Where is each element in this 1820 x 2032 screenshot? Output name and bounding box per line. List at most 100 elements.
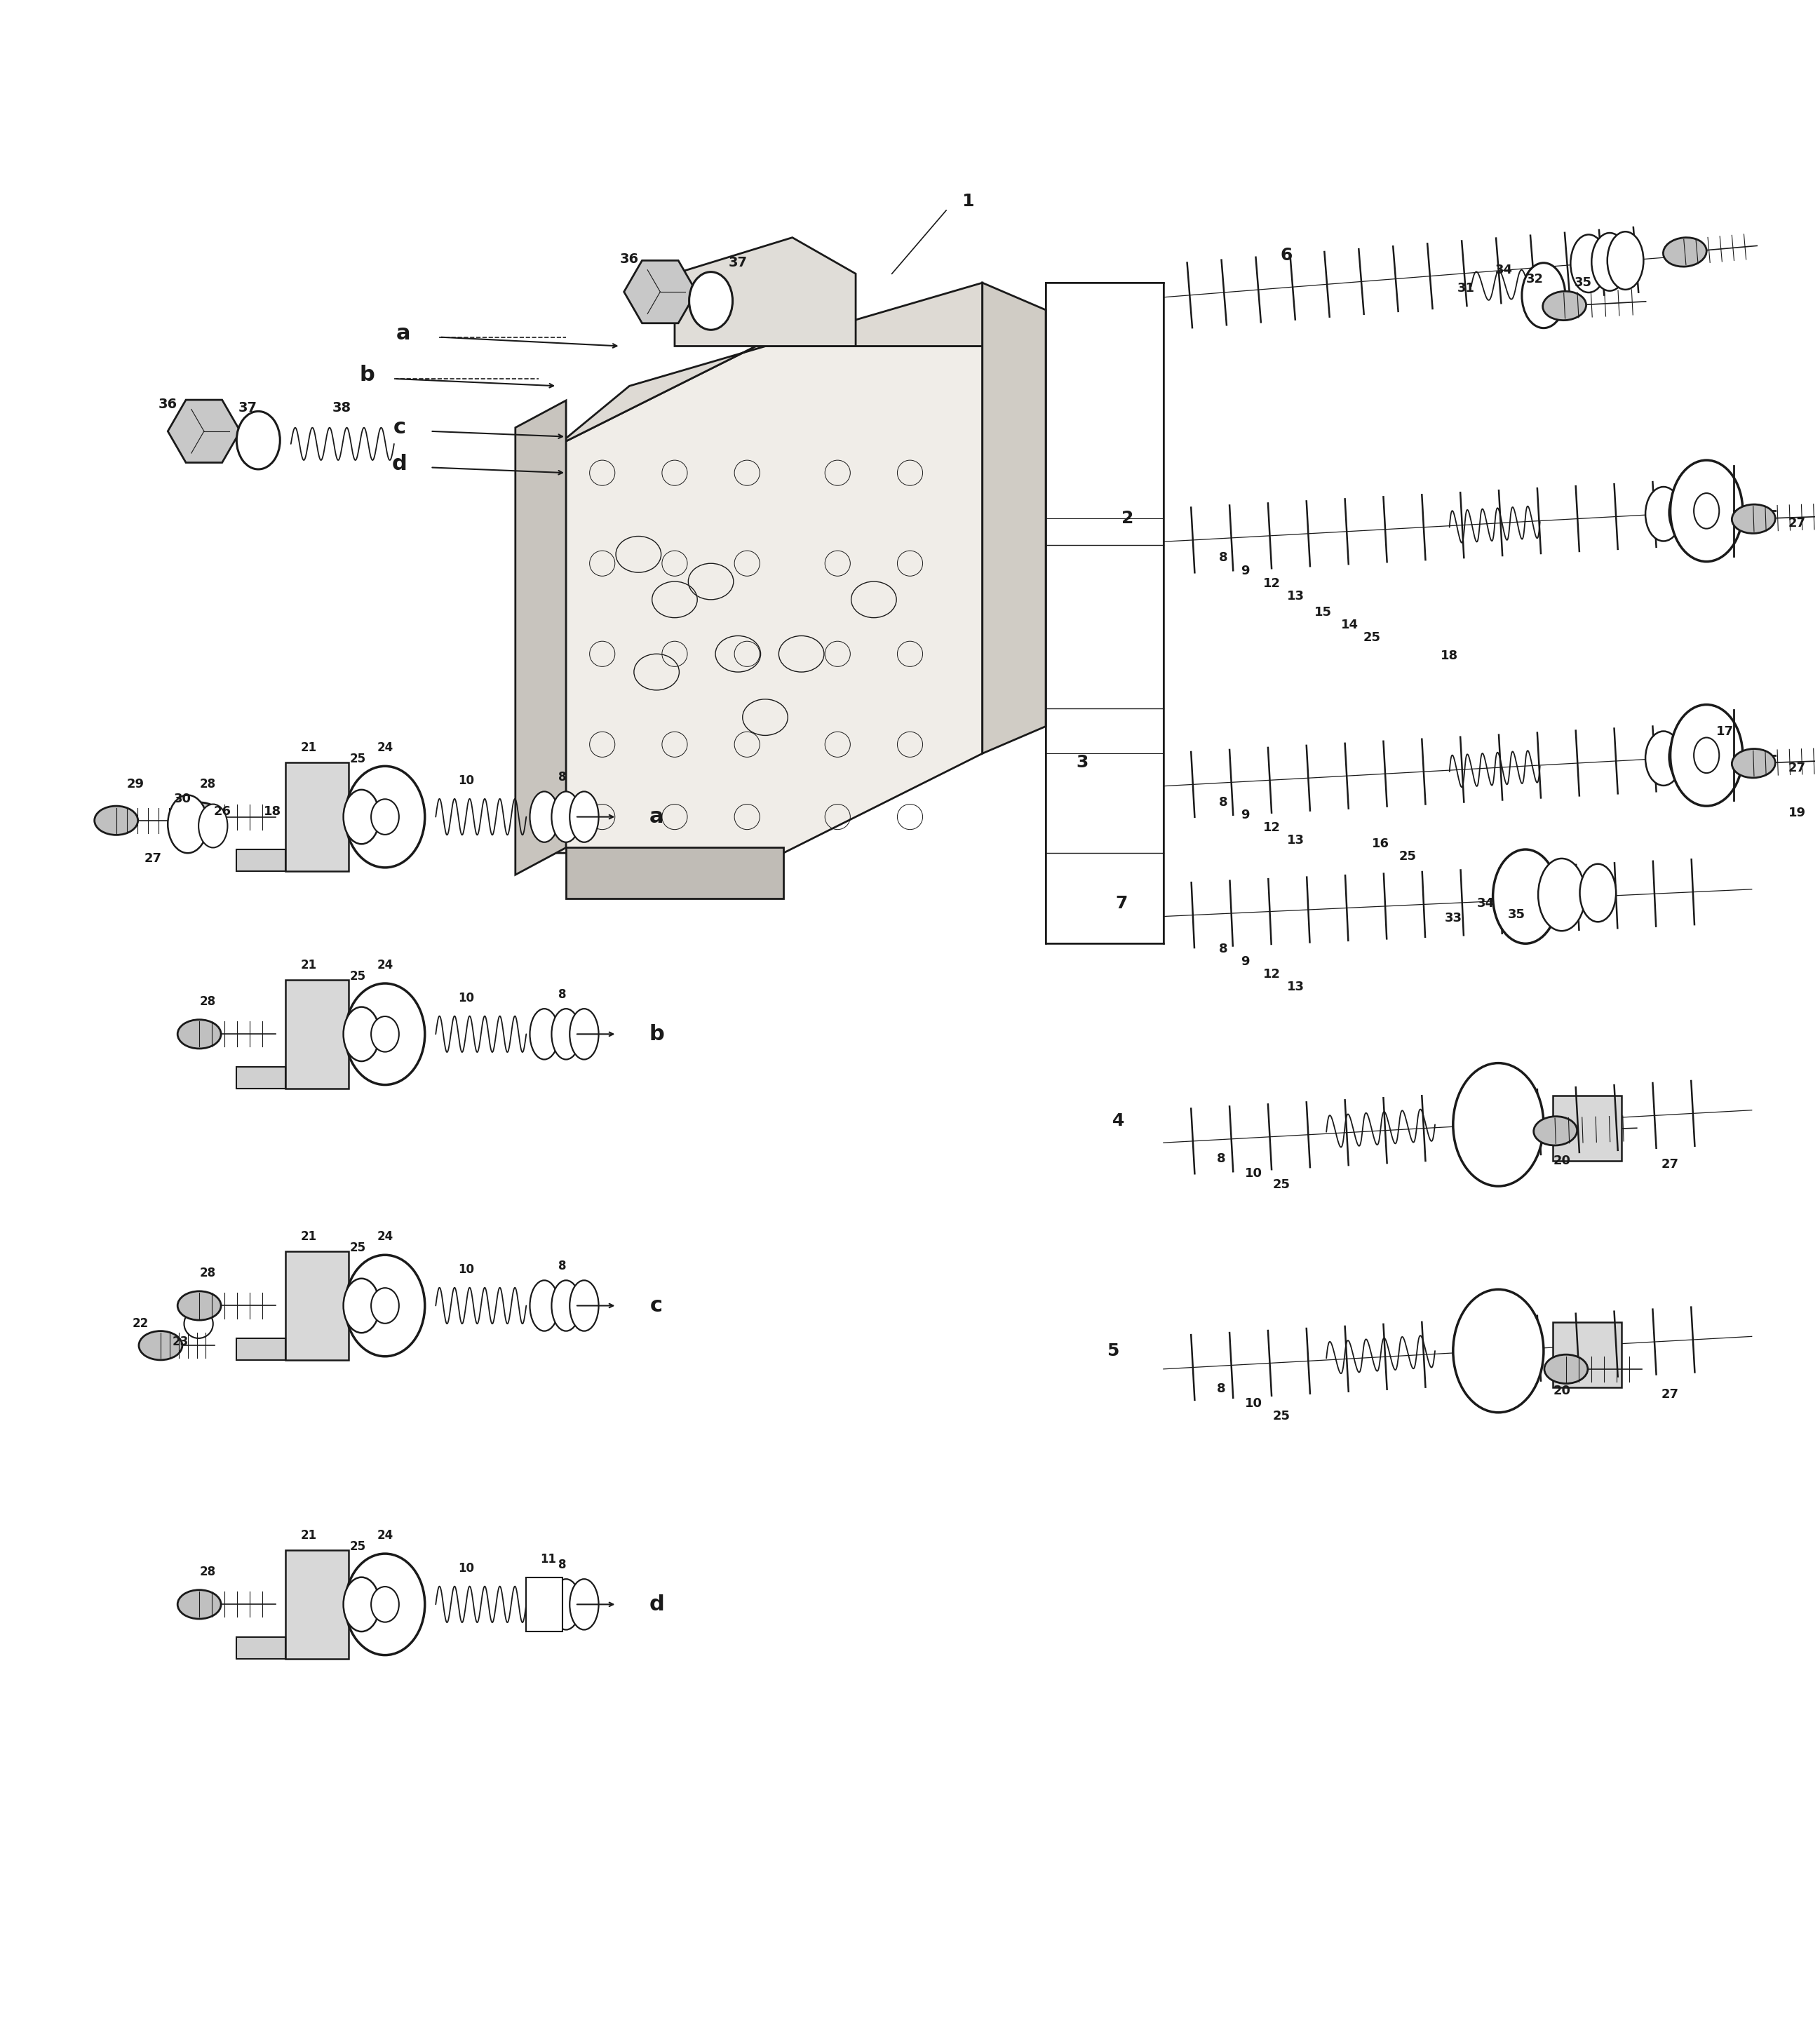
Ellipse shape — [178, 1589, 220, 1620]
Text: 2: 2 — [1121, 510, 1134, 526]
Text: 17: 17 — [1716, 725, 1733, 738]
Text: b: b — [650, 1024, 664, 1044]
Ellipse shape — [1671, 459, 1744, 561]
Text: 24: 24 — [377, 1530, 393, 1542]
Text: 31: 31 — [1458, 282, 1474, 295]
Text: 26: 26 — [213, 805, 231, 817]
Polygon shape — [237, 849, 286, 872]
Ellipse shape — [690, 272, 733, 329]
Text: 6: 6 — [1281, 248, 1292, 264]
Ellipse shape — [1591, 234, 1627, 291]
Text: 35: 35 — [1574, 276, 1592, 289]
Text: 14: 14 — [1341, 618, 1360, 632]
Text: 8: 8 — [559, 770, 566, 782]
Ellipse shape — [237, 410, 280, 469]
Text: 20: 20 — [1552, 1384, 1571, 1398]
Ellipse shape — [570, 792, 599, 841]
Text: 9: 9 — [1241, 809, 1249, 821]
Text: 8: 8 — [559, 1559, 566, 1571]
Ellipse shape — [344, 1278, 380, 1333]
Ellipse shape — [1452, 1095, 1489, 1154]
Polygon shape — [167, 400, 240, 463]
Text: 25: 25 — [349, 1242, 366, 1254]
Text: 8: 8 — [559, 1260, 566, 1272]
Polygon shape — [557, 282, 983, 445]
Text: 30: 30 — [173, 792, 191, 805]
Ellipse shape — [1733, 504, 1774, 532]
Text: 22: 22 — [133, 1317, 149, 1331]
Text: 21: 21 — [300, 959, 317, 971]
Text: 38: 38 — [331, 400, 351, 415]
Text: 35: 35 — [1507, 908, 1525, 920]
Ellipse shape — [371, 1016, 399, 1053]
Text: b: b — [359, 366, 375, 386]
Text: 25: 25 — [349, 752, 366, 766]
Text: 10: 10 — [459, 1563, 475, 1575]
Polygon shape — [237, 1067, 286, 1089]
Ellipse shape — [1543, 291, 1587, 321]
Text: 8: 8 — [1219, 797, 1228, 809]
Ellipse shape — [167, 795, 207, 853]
Ellipse shape — [1492, 849, 1558, 943]
Ellipse shape — [1538, 858, 1585, 931]
Ellipse shape — [344, 790, 380, 843]
Ellipse shape — [1733, 750, 1774, 778]
Polygon shape — [515, 400, 566, 876]
Text: 18: 18 — [264, 805, 282, 817]
Text: 1: 1 — [961, 193, 974, 209]
Text: 8: 8 — [559, 988, 566, 1000]
Ellipse shape — [551, 1280, 581, 1331]
Text: 34: 34 — [1476, 898, 1494, 910]
Ellipse shape — [1669, 729, 1705, 784]
Text: 16: 16 — [1372, 837, 1389, 849]
Text: 19: 19 — [1789, 807, 1805, 819]
Ellipse shape — [1693, 729, 1729, 782]
Text: 10: 10 — [459, 992, 475, 1004]
Text: 25: 25 — [1272, 1179, 1290, 1191]
Text: 10: 10 — [1245, 1398, 1263, 1410]
Ellipse shape — [1571, 234, 1607, 293]
Text: 13: 13 — [1287, 981, 1305, 994]
Text: c: c — [393, 417, 406, 437]
Ellipse shape — [530, 792, 559, 841]
Ellipse shape — [570, 1280, 599, 1331]
Text: 25: 25 — [1272, 1410, 1290, 1422]
Text: 36: 36 — [621, 252, 639, 266]
Ellipse shape — [1694, 738, 1720, 772]
Bar — [526, 1577, 562, 1632]
Ellipse shape — [346, 1554, 424, 1656]
Ellipse shape — [530, 1008, 559, 1059]
Text: 12: 12 — [1263, 577, 1281, 589]
Polygon shape — [566, 847, 783, 898]
Text: 13: 13 — [1287, 833, 1305, 847]
Ellipse shape — [1545, 1355, 1587, 1384]
Text: 33: 33 — [1445, 912, 1461, 925]
Ellipse shape — [1607, 232, 1643, 291]
Bar — [1552, 1323, 1622, 1388]
Polygon shape — [286, 1550, 349, 1658]
Text: a: a — [650, 807, 664, 827]
Ellipse shape — [371, 799, 399, 835]
Polygon shape — [624, 260, 697, 323]
Text: 29: 29 — [126, 778, 144, 790]
Polygon shape — [983, 282, 1046, 754]
Ellipse shape — [138, 1331, 182, 1359]
Polygon shape — [286, 762, 349, 872]
Ellipse shape — [1452, 1290, 1543, 1412]
Polygon shape — [557, 345, 983, 853]
Ellipse shape — [1694, 494, 1720, 528]
Ellipse shape — [570, 1579, 599, 1630]
Text: 27: 27 — [1662, 1388, 1680, 1400]
Text: d: d — [650, 1595, 664, 1615]
Text: 28: 28 — [200, 778, 217, 790]
Text: 10: 10 — [459, 774, 475, 786]
Text: 8: 8 — [1219, 551, 1228, 565]
Text: 28: 28 — [200, 996, 217, 1008]
Text: 37: 37 — [728, 256, 748, 270]
Ellipse shape — [1452, 1063, 1543, 1187]
Text: 25: 25 — [1400, 849, 1416, 864]
Ellipse shape — [530, 1579, 559, 1630]
Text: 24: 24 — [377, 959, 393, 971]
Text: 12: 12 — [1263, 967, 1281, 981]
Ellipse shape — [178, 1020, 220, 1049]
